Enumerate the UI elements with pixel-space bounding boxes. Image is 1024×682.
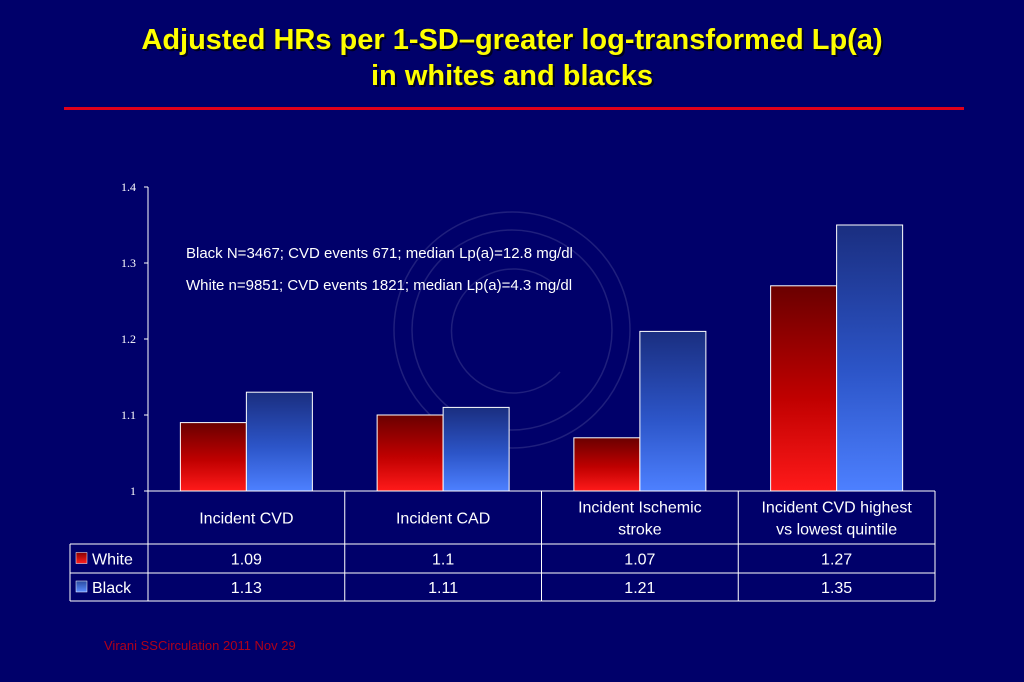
category-label: Incident Ischemic xyxy=(578,500,702,517)
title-divider xyxy=(64,107,964,110)
title-line-1: Adjusted HRs per 1-SD–greater log-transf… xyxy=(141,24,883,56)
copyright-watermark xyxy=(393,211,631,449)
data-value-white: 1.1 xyxy=(432,552,454,569)
y-tick-label: 1.4 xyxy=(121,180,136,194)
category-label: vs lowest quintile xyxy=(776,522,897,539)
bar-black xyxy=(245,391,313,492)
legend-swatch-black xyxy=(75,580,88,593)
slide-title: Adjusted HRs per 1-SD–greater log-transf… xyxy=(0,22,1024,94)
y-tick-label: 1 xyxy=(130,484,136,498)
note-black-cohort: Black N=3467; CVD events 671; median Lp(… xyxy=(186,245,573,262)
data-value-black: 1.21 xyxy=(624,580,655,597)
data-value-white: 1.07 xyxy=(624,552,655,569)
y-tick-label: 1.1 xyxy=(121,408,136,422)
data-value-black: 1.13 xyxy=(231,580,262,597)
category-label: stroke xyxy=(618,522,662,539)
category-label: Incident CVD xyxy=(199,511,293,528)
y-tick-label: 1.3 xyxy=(121,256,136,270)
bar-white xyxy=(179,422,247,492)
note-white-cohort: White n=9851; CVD events 1821; median Lp… xyxy=(186,277,572,294)
legend-swatch-white xyxy=(75,552,88,564)
bar-black xyxy=(836,224,904,492)
bar-white xyxy=(376,414,444,492)
y-tick-label: 1.2 xyxy=(121,332,136,346)
legend-label-black: Black xyxy=(92,580,132,597)
bar-white xyxy=(573,437,641,492)
bar-black xyxy=(639,330,707,492)
data-value-white: 1.27 xyxy=(821,552,852,569)
data-value-white: 1.09 xyxy=(231,552,262,569)
category-label: Incident CAD xyxy=(396,511,490,528)
title-line-2: in whites and blacks xyxy=(370,60,654,92)
legend-label-white: White xyxy=(92,552,133,569)
data-value-black: 1.11 xyxy=(428,580,458,597)
bar-black xyxy=(442,406,510,492)
category-label: Incident CVD highest xyxy=(761,500,912,517)
source-citation: Virani SSCirculation 2011 Nov 29 xyxy=(104,638,296,653)
data-value-black: 1.35 xyxy=(821,580,852,597)
bar-white xyxy=(770,285,838,492)
